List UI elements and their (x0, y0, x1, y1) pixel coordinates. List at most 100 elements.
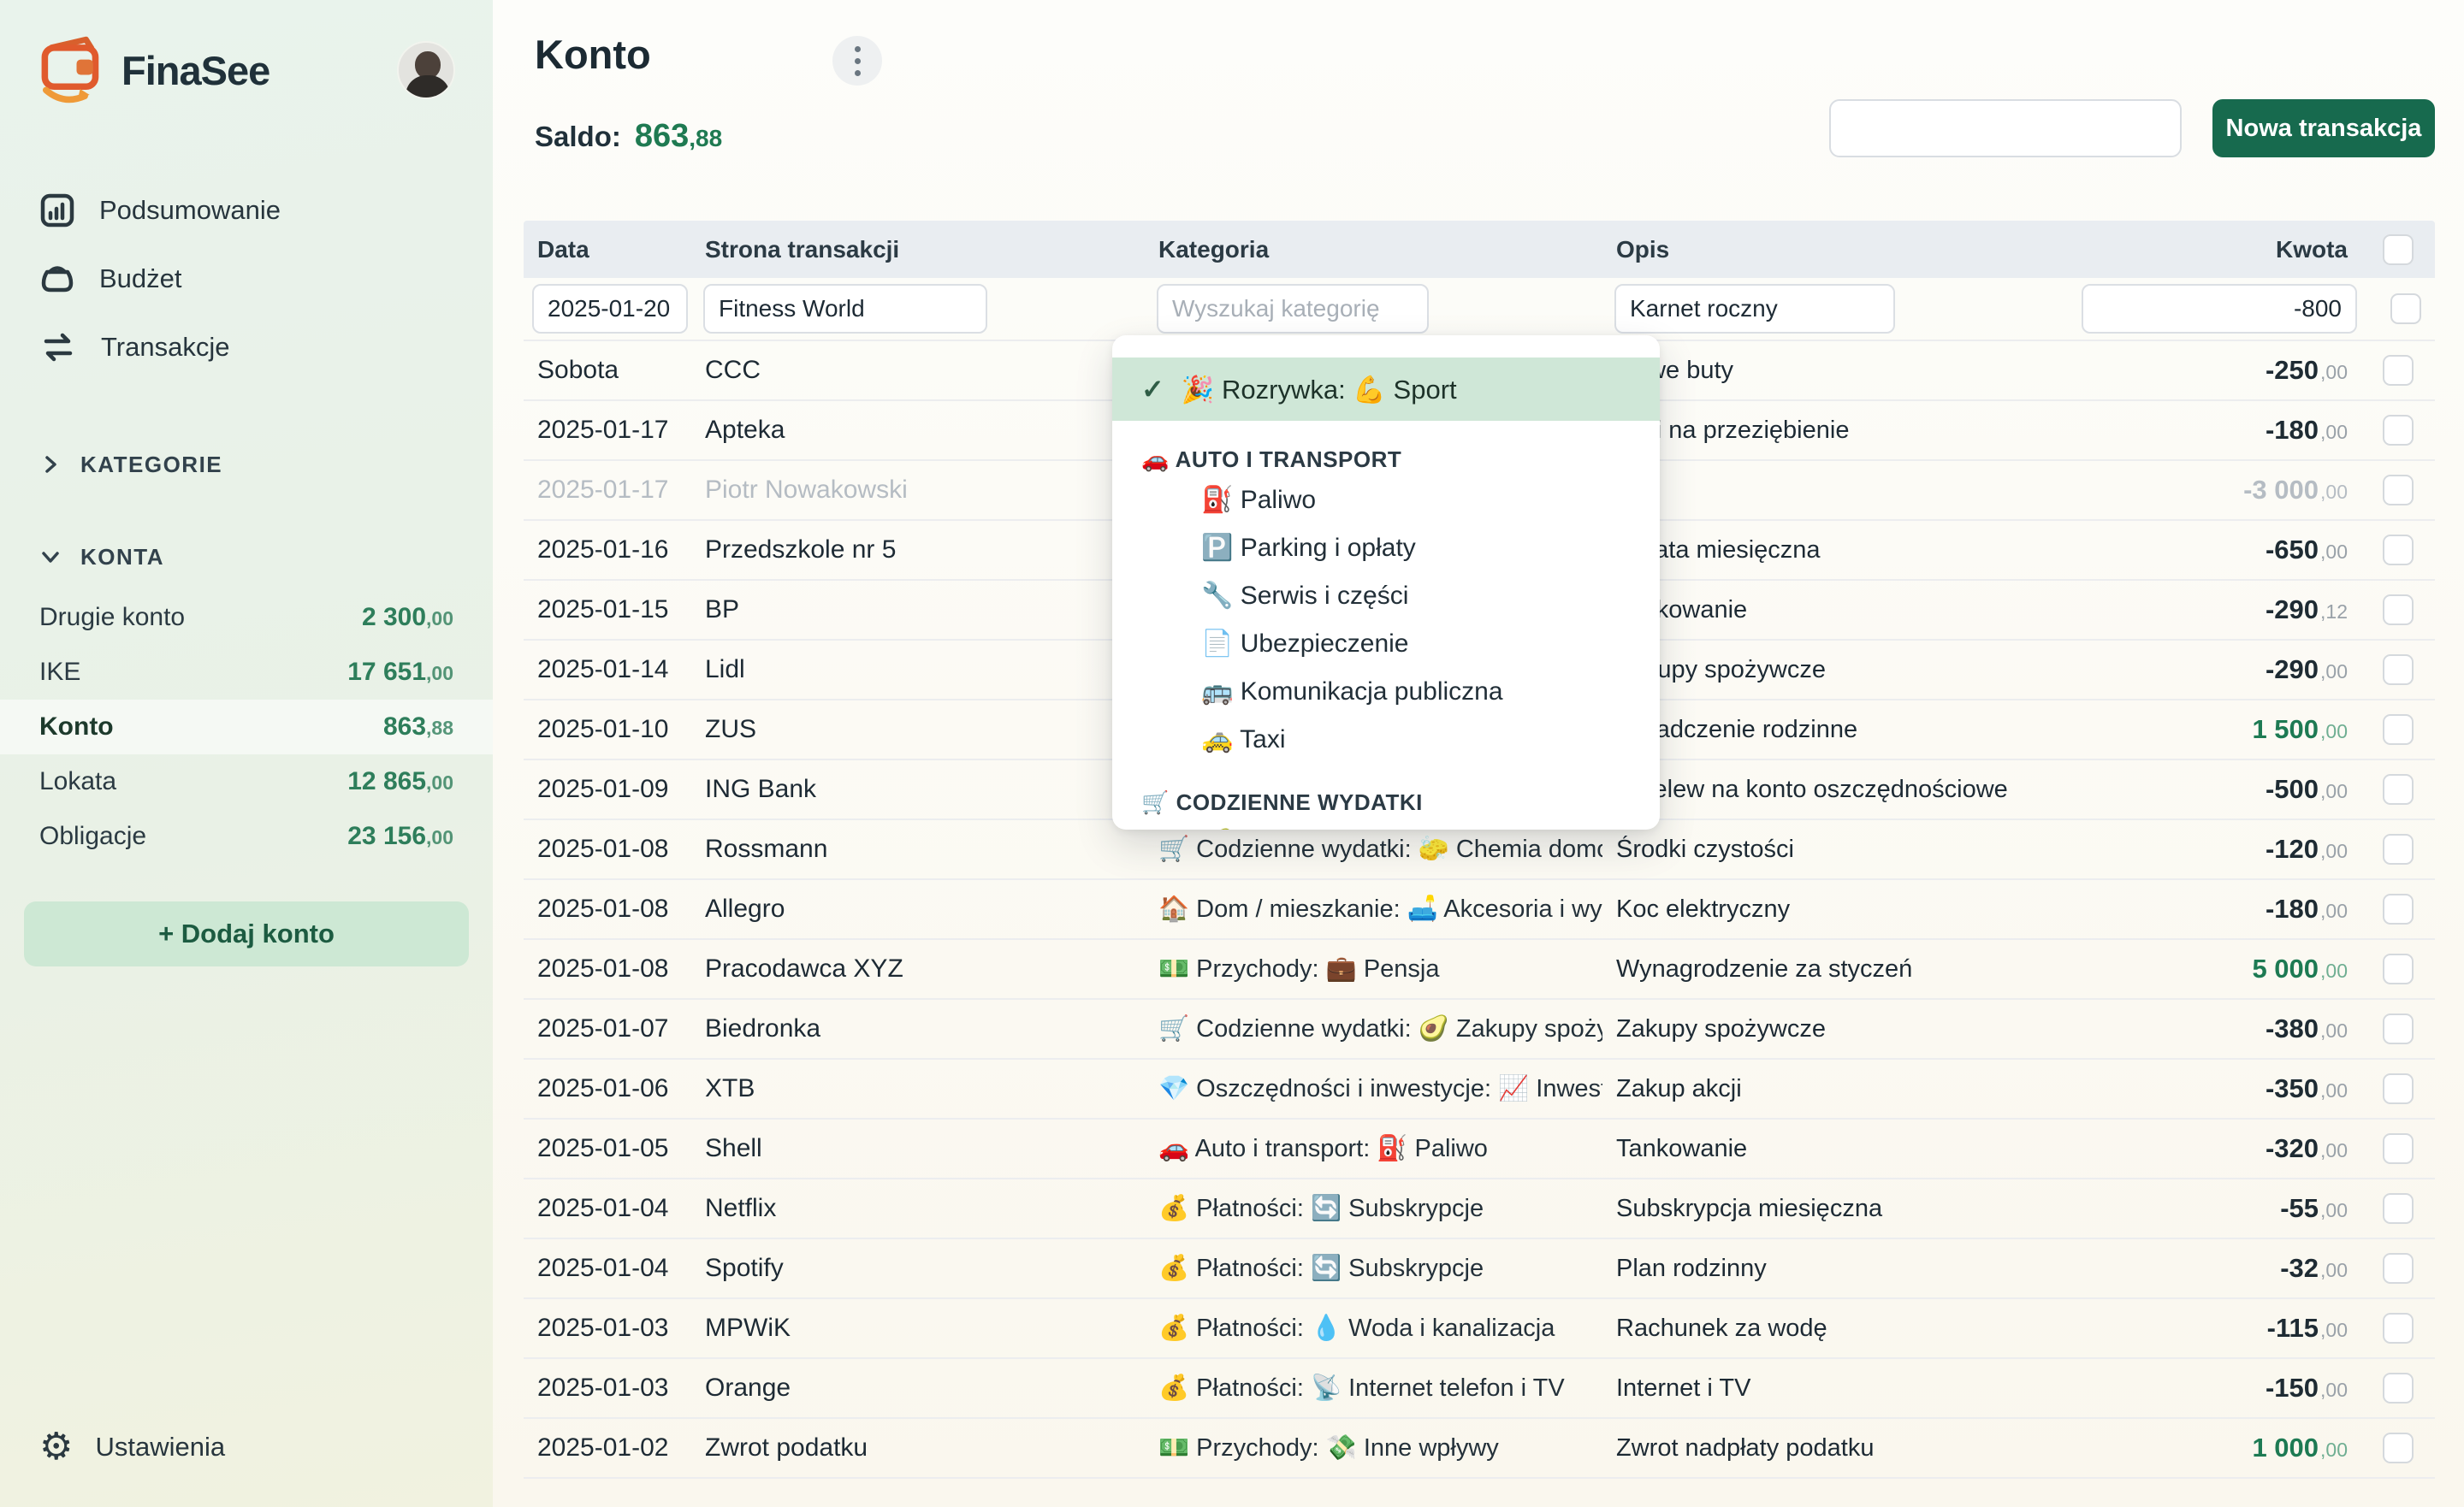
dropdown-selected-item[interactable]: ✓ 🎉 Rozrywka: 💪 Sport (1112, 358, 1660, 421)
table-row[interactable]: 2025-01-08 Rossmann 🛒 Codzienne wydatki:… (524, 820, 2435, 880)
row-checkbox[interactable] (2383, 1014, 2414, 1044)
cell-description: Wynagrodzenie za styczeń (1616, 954, 1913, 983)
cell-date: 2025-01-04 (537, 1194, 669, 1222)
cell-description: Subskrypcja miesięczna (1616, 1194, 1883, 1222)
row-checkbox[interactable] (2383, 954, 2414, 984)
cell-date: Sobota (537, 356, 619, 384)
table-row[interactable]: 2025-01-02 Zwrot podatku 💵 Przychody: 💸 … (524, 1419, 2435, 1479)
account-menu-button[interactable] (832, 36, 882, 86)
cell-amount: -115 ,00 (2266, 1313, 2348, 1343)
cell-amount: 1 000 ,00 (2252, 1433, 2348, 1463)
account-balance: 863,88 (382, 712, 453, 741)
sidebar-item-ustawienia[interactable]: ⚙ Ustawienia (0, 1428, 493, 1507)
row-checkbox[interactable] (2383, 834, 2414, 865)
row-checkbox-cell (2361, 1014, 2435, 1044)
table-row[interactable]: 2025-01-03 Orange 💰 Płatności: 📡 Interne… (524, 1359, 2435, 1419)
sidebar-section-kategorie[interactable]: KATEGORIE (0, 436, 493, 493)
account-name: IKE (39, 658, 81, 686)
cell-party: ZUS (705, 715, 756, 743)
amount-input[interactable] (2082, 284, 2357, 334)
cell-category: 🏠 Dom / mieszkanie: 🛋️ Akcesoria i wypos… (1158, 895, 1602, 923)
row-checkbox[interactable] (2383, 1193, 2414, 1224)
app-name: FinaSee (121, 47, 270, 93)
cell-date: 2025-01-17 (537, 476, 669, 504)
dropdown-groups: 🚗 AUTO I TRANSPORT ⛽ Paliwo 🅿️ Parking i o… (1112, 446, 1660, 830)
table-row[interactable]: 2025-01-08 Pracodawca XYZ 💵 Przychody: 💼… (524, 940, 2435, 1000)
main-content: Konto Saldo: 863,88 Nowa transakcja Data… (493, 0, 2464, 1507)
column-header-kwota: Kwota (2276, 235, 2348, 263)
dropdown-item[interactable]: 🚌 Komunikacja publiczna (1201, 677, 1503, 706)
cell-amount: -55 ,00 (2280, 1193, 2348, 1223)
row-checkbox[interactable] (2390, 293, 2421, 324)
dropdown-item[interactable]: 🥑 Zakupy spożywcze (1112, 819, 1660, 830)
cell-date: 2025-01-04 (537, 1254, 669, 1282)
table-header: Data Strona transakcji Kategoria Opis Kw… (524, 221, 2435, 278)
row-checkbox[interactable] (2383, 1133, 2414, 1164)
cell-description: Leki na przeziębienie (1616, 416, 1850, 444)
row-checkbox[interactable] (2383, 475, 2414, 505)
dropdown-item[interactable]: 🔧 Serwis i części (1201, 582, 1409, 610)
cell-date: 2025-01-16 (537, 535, 669, 564)
cell-date: 2025-01-08 (537, 895, 669, 923)
account-row[interactable]: IKE 17 651,00 (0, 645, 493, 700)
saldo-value: 863,88 (634, 118, 723, 154)
category-dropdown: ✓ 🎉 Rozrywka: 💪 Sport 🚗 AUTO I TRANSPORT… (1112, 335, 1660, 830)
table-row[interactable]: 2025-01-08 Allegro 🏠 Dom / mieszkanie: 🛋… (524, 880, 2435, 940)
search-input[interactable] (1858, 115, 2167, 142)
row-checkbox[interactable] (2383, 1373, 2414, 1404)
account-row[interactable]: Konto 863,88 (0, 700, 493, 754)
row-checkbox-cell (2361, 1193, 2435, 1224)
account-row[interactable]: Lokata 12 865,00 (0, 754, 493, 809)
account-row[interactable]: Drugie konto 2 300,00 (0, 590, 493, 645)
row-checkbox[interactable] (2383, 1253, 2414, 1284)
account-row[interactable]: Obligacje 23 156,00 (0, 809, 493, 864)
table-row[interactable]: 2025-01-06 XTB 💎 Oszczędności i inwestyc… (524, 1060, 2435, 1120)
row-checkbox[interactable] (2383, 894, 2414, 925)
dropdown-item[interactable]: ⛽ Paliwo (1201, 486, 1317, 514)
dropdown-item[interactable]: 📄 Ubezpieczenie (1201, 629, 1409, 658)
column-header-data: Data (537, 235, 589, 263)
new-transaction-button[interactable]: Nowa transakcja (2212, 99, 2435, 157)
cell-date: 2025-01-08 (537, 954, 669, 983)
row-checkbox[interactable] (2383, 654, 2414, 685)
table-row[interactable]: 2025-01-04 Spotify 💰 Płatności: 🔄 Subskr… (524, 1239, 2435, 1299)
dropdown-item[interactable]: 🅿️ Parking i opłaty (1201, 534, 1416, 562)
row-checkbox[interactable] (2383, 1073, 2414, 1104)
row-checkbox[interactable] (2383, 714, 2414, 745)
cell-date: 2025-01-10 (537, 715, 669, 743)
cell-category: 🛒 Codzienne wydatki: 🥑 Zakupy spożywcze (1158, 1015, 1602, 1043)
party-input[interactable] (703, 284, 987, 334)
row-checkbox[interactable] (2383, 594, 2414, 625)
add-account-button[interactable]: + Dodaj konto (24, 901, 469, 966)
row-checkbox[interactable] (2383, 355, 2414, 386)
category-search-input[interactable] (1157, 284, 1429, 334)
cell-date: 2025-01-09 (537, 775, 669, 803)
table-row[interactable]: 2025-01-03 MPWiK 💰 Płatności: 💧 Woda i k… (524, 1299, 2435, 1359)
row-checkbox[interactable] (2383, 415, 2414, 446)
cell-amount: -250 ,00 (2265, 355, 2348, 385)
cell-category: 💰 Płatności: 💧 Woda i kanalizacja (1158, 1315, 1555, 1342)
sidebar-section-konta[interactable]: KONTA (0, 529, 493, 585)
row-checkbox[interactable] (2383, 1433, 2414, 1463)
date-input[interactable] (532, 284, 688, 334)
table-row[interactable]: 2025-01-07 Biedronka 🛒 Codzienne wydatki… (524, 1000, 2435, 1060)
description-input[interactable] (1614, 284, 1895, 334)
cell-date: 2025-01-05 (537, 1134, 669, 1162)
dropdown-item[interactable]: 🚕 Taxi (1201, 725, 1286, 754)
row-checkbox[interactable] (2383, 535, 2414, 565)
cell-party: CCC (705, 356, 761, 384)
table-row[interactable]: 2025-01-04 Netflix 💰 Płatności: 🔄 Subskr… (524, 1179, 2435, 1239)
account-name: Obligacje (39, 822, 147, 850)
cell-description: Koc elektryczny (1616, 895, 1791, 923)
select-all-checkbox[interactable] (2383, 233, 2414, 265)
cell-category: 💰 Płatności: 🔄 Subskrypcje (1158, 1255, 1484, 1282)
cell-date: 2025-01-03 (537, 1314, 669, 1342)
row-checkbox[interactable] (2383, 1313, 2414, 1344)
row-checkbox[interactable] (2383, 774, 2414, 805)
user-avatar[interactable] (397, 41, 455, 99)
sidebar-item-budzet[interactable]: Budżet (0, 245, 493, 313)
sidebar-item-podsumowanie[interactable]: Podsumowanie (0, 176, 493, 245)
cell-description: Opłata miesięczna (1616, 535, 1821, 564)
sidebar-item-transakcje[interactable]: Transakcje (0, 313, 493, 381)
table-row[interactable]: 2025-01-05 Shell 🚗 Auto i transport: ⛽ P… (524, 1120, 2435, 1179)
